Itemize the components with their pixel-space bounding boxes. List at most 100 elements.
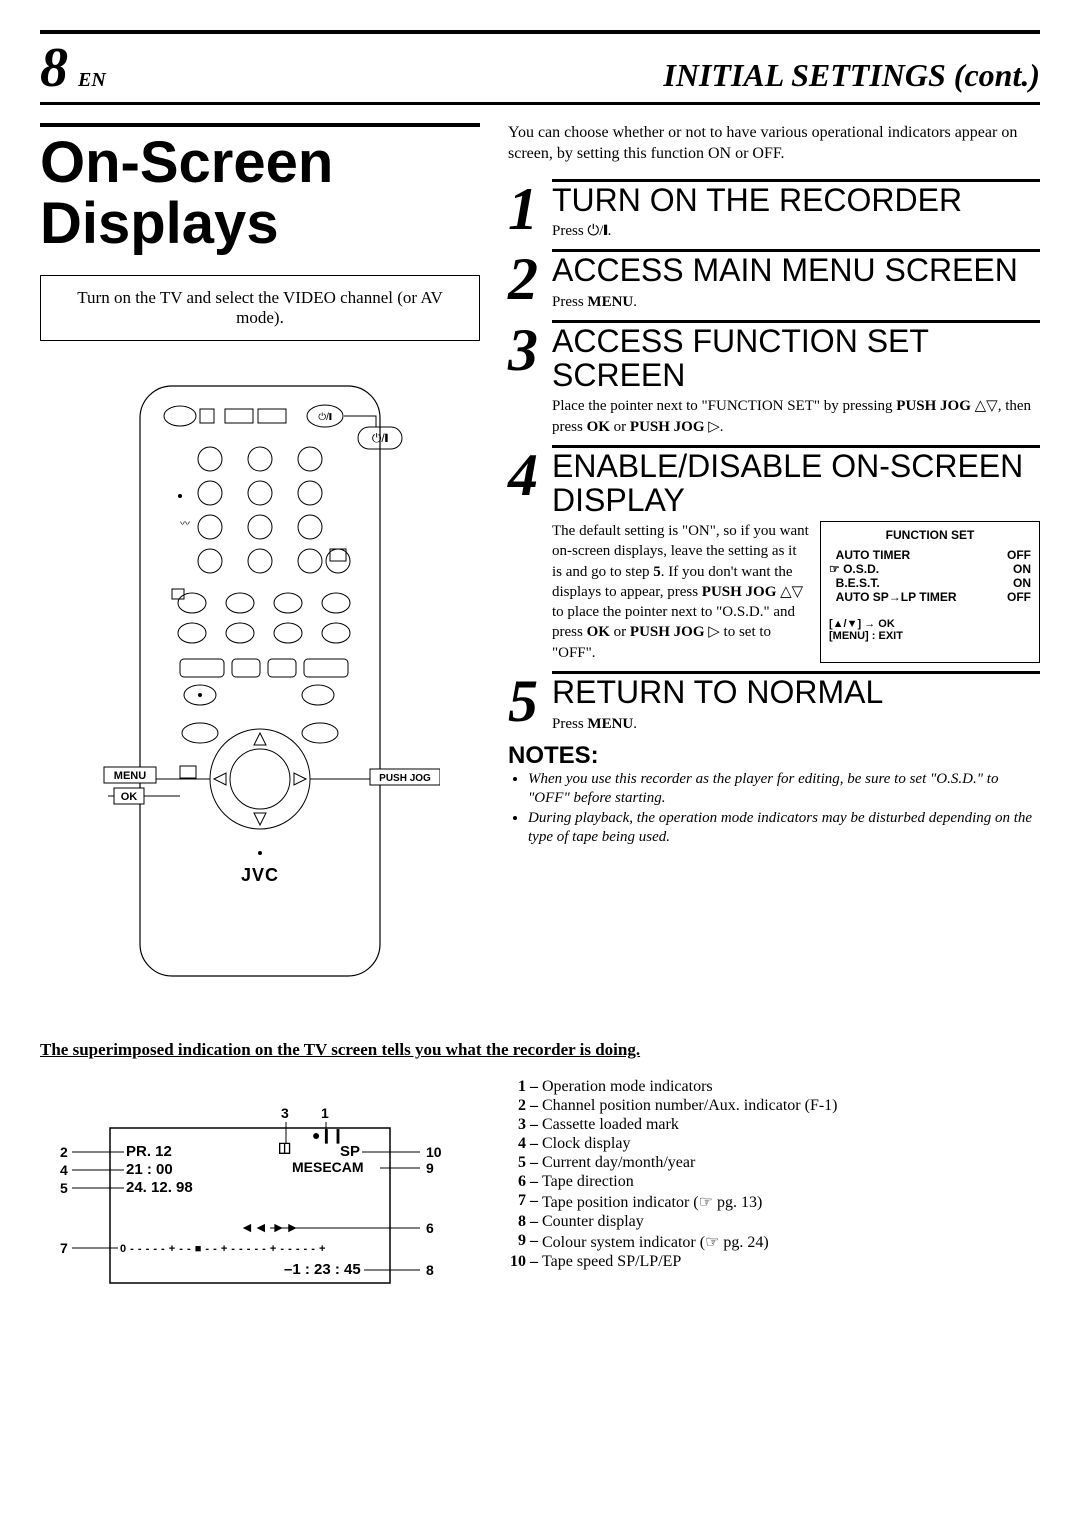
legend-text: Operation mode indicators: [542, 1078, 713, 1096]
svg-text:⏻/❙: ⏻/❙: [372, 431, 388, 445]
legend-text: Counter display: [542, 1213, 644, 1231]
function-row: AUTO SP→LP TIMEROFF: [829, 590, 1031, 604]
step-title: ACCESS MAIN MENU SCREEN: [552, 249, 1040, 288]
legend-item: 9–Colour system indicator (☞ pg. 24): [500, 1232, 1040, 1252]
legend-dash: –: [526, 1192, 542, 1212]
step-body: Press MENU.: [552, 292, 1040, 312]
svg-text:+: +: [306, 591, 312, 602]
legend-dash: –: [526, 1078, 542, 1096]
svg-text:❙❙: ❙❙: [310, 691, 325, 702]
svg-text:−: −: [258, 631, 264, 642]
svg-text:21 : 00: 21 : 00: [126, 1161, 173, 1178]
function-label: B.E.S.T.: [829, 576, 880, 590]
step-title: ACCESS FUNCTION SET SCREEN: [552, 320, 1040, 392]
tv-overlay-diagram: PR. 12 21 : 00 24. 12. 98 ◫ ●❙❙ SP MESEC…: [40, 1078, 470, 1313]
svg-text:JVC: JVC: [241, 865, 279, 885]
svg-text:2: 2: [60, 1144, 68, 1160]
step-3: 3 ACCESS FUNCTION SET SCREEN Place the p…: [508, 320, 1040, 437]
legend-dash: –: [526, 1154, 542, 1172]
svg-text:–1 : 23 : 45: –1 : 23 : 45: [284, 1261, 361, 1278]
note-item: When you use this recorder as the player…: [528, 770, 1040, 809]
step-body: The default setting is "ON", so if you w…: [552, 521, 810, 663]
legend-number: 5: [500, 1154, 526, 1172]
function-value: ON: [1013, 562, 1031, 576]
svg-text:24. 12. 98: 24. 12. 98: [126, 1179, 193, 1196]
legend-item: 8–Counter display: [500, 1213, 1040, 1231]
svg-text:6: 6: [426, 1220, 434, 1236]
function-value: OFF: [1007, 590, 1031, 604]
main-heading: On-Screen Displays: [40, 123, 480, 255]
text: .: [633, 294, 637, 310]
step-number: 2: [508, 249, 542, 309]
svg-text:4: 4: [60, 1162, 68, 1178]
svg-text:◀◀☰: ◀◀☰: [191, 664, 213, 674]
menu-keyword: MENU: [587, 294, 633, 310]
svg-text:+: +: [258, 591, 264, 602]
legend-item: 2–Channel position number/Aux. indicator…: [500, 1097, 1040, 1115]
legend-number: 8: [500, 1213, 526, 1231]
step-title: RETURN TO NORMAL: [552, 671, 1040, 710]
svg-text:−: −: [212, 631, 218, 642]
svg-text:MESECAM: MESECAM: [292, 1159, 364, 1175]
legend-text: Current day/month/year: [542, 1154, 695, 1172]
step-5: 5 RETURN TO NORMAL Press MENU.: [508, 671, 1040, 734]
text: Press: [552, 294, 587, 310]
function-row: B.E.S.T. ON: [829, 576, 1031, 590]
function-value: ON: [1013, 576, 1031, 590]
legend-number: 7: [500, 1192, 526, 1212]
intro-text: You can choose whether or not to have va…: [508, 123, 1040, 165]
function-label: AUTO TIMER: [829, 548, 910, 562]
step-2: 2 ACCESS MAIN MENU SCREEN Press MENU.: [508, 249, 1040, 312]
function-row: ☞ O.S.D. ON: [829, 562, 1031, 576]
legend-item: 3–Cassette loaded mark: [500, 1116, 1040, 1134]
nav-line: [MENU] : EXIT: [829, 630, 1031, 642]
legend-item: 6–Tape direction: [500, 1173, 1040, 1191]
svg-text:◄◄ ►►: ◄◄ ►►: [240, 1219, 299, 1235]
panel-title: FUNCTION SET: [829, 528, 1031, 542]
legend-text: Channel position number/Aux. indicator (…: [542, 1097, 838, 1115]
svg-text:MENU: MENU: [114, 770, 146, 782]
svg-text:+: +: [316, 809, 321, 819]
legend-number: 9: [500, 1232, 526, 1252]
panel-nav: [▲/▼] → OK [MENU] : EXIT: [829, 618, 1031, 642]
legend-text: Colour system indicator (☞ pg. 24): [542, 1232, 769, 1252]
svg-text:10: 10: [426, 1144, 442, 1160]
step-1: 1 TURN ON THE RECORDER Press ⏻/❙.: [508, 179, 1040, 242]
legend-item: 4–Clock display: [500, 1135, 1040, 1153]
legend: 1–Operation mode indicators2–Channel pos…: [500, 1078, 1040, 1313]
legend-dash: –: [526, 1253, 542, 1271]
function-label: ☞ O.S.D.: [829, 562, 879, 576]
function-row: AUTO TIMEROFF: [829, 548, 1031, 562]
svg-text:3: 3: [281, 1105, 289, 1121]
tv-instruction-box: Turn on the TV and select the VIDEO chan…: [40, 275, 480, 341]
step-body: Press MENU.: [552, 714, 1040, 734]
svg-text:⏻/❙: ⏻/❙: [318, 412, 332, 423]
svg-text:+: +: [212, 591, 218, 602]
language-code: EN: [78, 69, 106, 91]
svg-text:0 - - - - - + - - ■ - - + - -: 0 - - - - - + - - ■ - - + - - - - - + - …: [120, 1243, 326, 1255]
legend-item: 1–Operation mode indicators: [500, 1078, 1040, 1096]
step-title: TURN ON THE RECORDER: [552, 179, 1040, 218]
svg-text:◀◀: ◀◀: [194, 730, 207, 739]
svg-text:●❙❙: ●❙❙: [312, 1127, 344, 1144]
svg-text:1: 1: [321, 1105, 329, 1121]
svg-text:〰: 〰: [180, 519, 190, 530]
step-number: 4: [508, 445, 542, 505]
svg-text:OK: OK: [121, 791, 138, 803]
legend-text: Tape direction: [542, 1173, 634, 1191]
page-number: 8: [40, 36, 68, 100]
legend-number: 4: [500, 1135, 526, 1153]
remote-svg: ⏻/❙ ⏻/❙ 1 2 3 4 5 6 7 8 9 0: [80, 381, 440, 991]
step-number: 5: [508, 671, 542, 731]
legend-dash: –: [526, 1097, 542, 1115]
svg-text:◫: ◫: [278, 1139, 291, 1155]
svg-text:☰▶▶: ☰▶▶: [315, 664, 337, 674]
legend-text: Cassette loaded mark: [542, 1116, 679, 1134]
legend-number: 1: [500, 1078, 526, 1096]
notes-heading: NOTES:: [508, 742, 1040, 770]
legend-number: 10: [500, 1253, 526, 1271]
svg-text:−: −: [306, 631, 312, 642]
function-set-panel: FUNCTION SET AUTO TIMEROFF☞ O.S.D.ON B.E…: [820, 521, 1040, 663]
menu-keyword: MENU: [587, 716, 633, 732]
note-item: During playback, the operation mode indi…: [528, 809, 1040, 848]
